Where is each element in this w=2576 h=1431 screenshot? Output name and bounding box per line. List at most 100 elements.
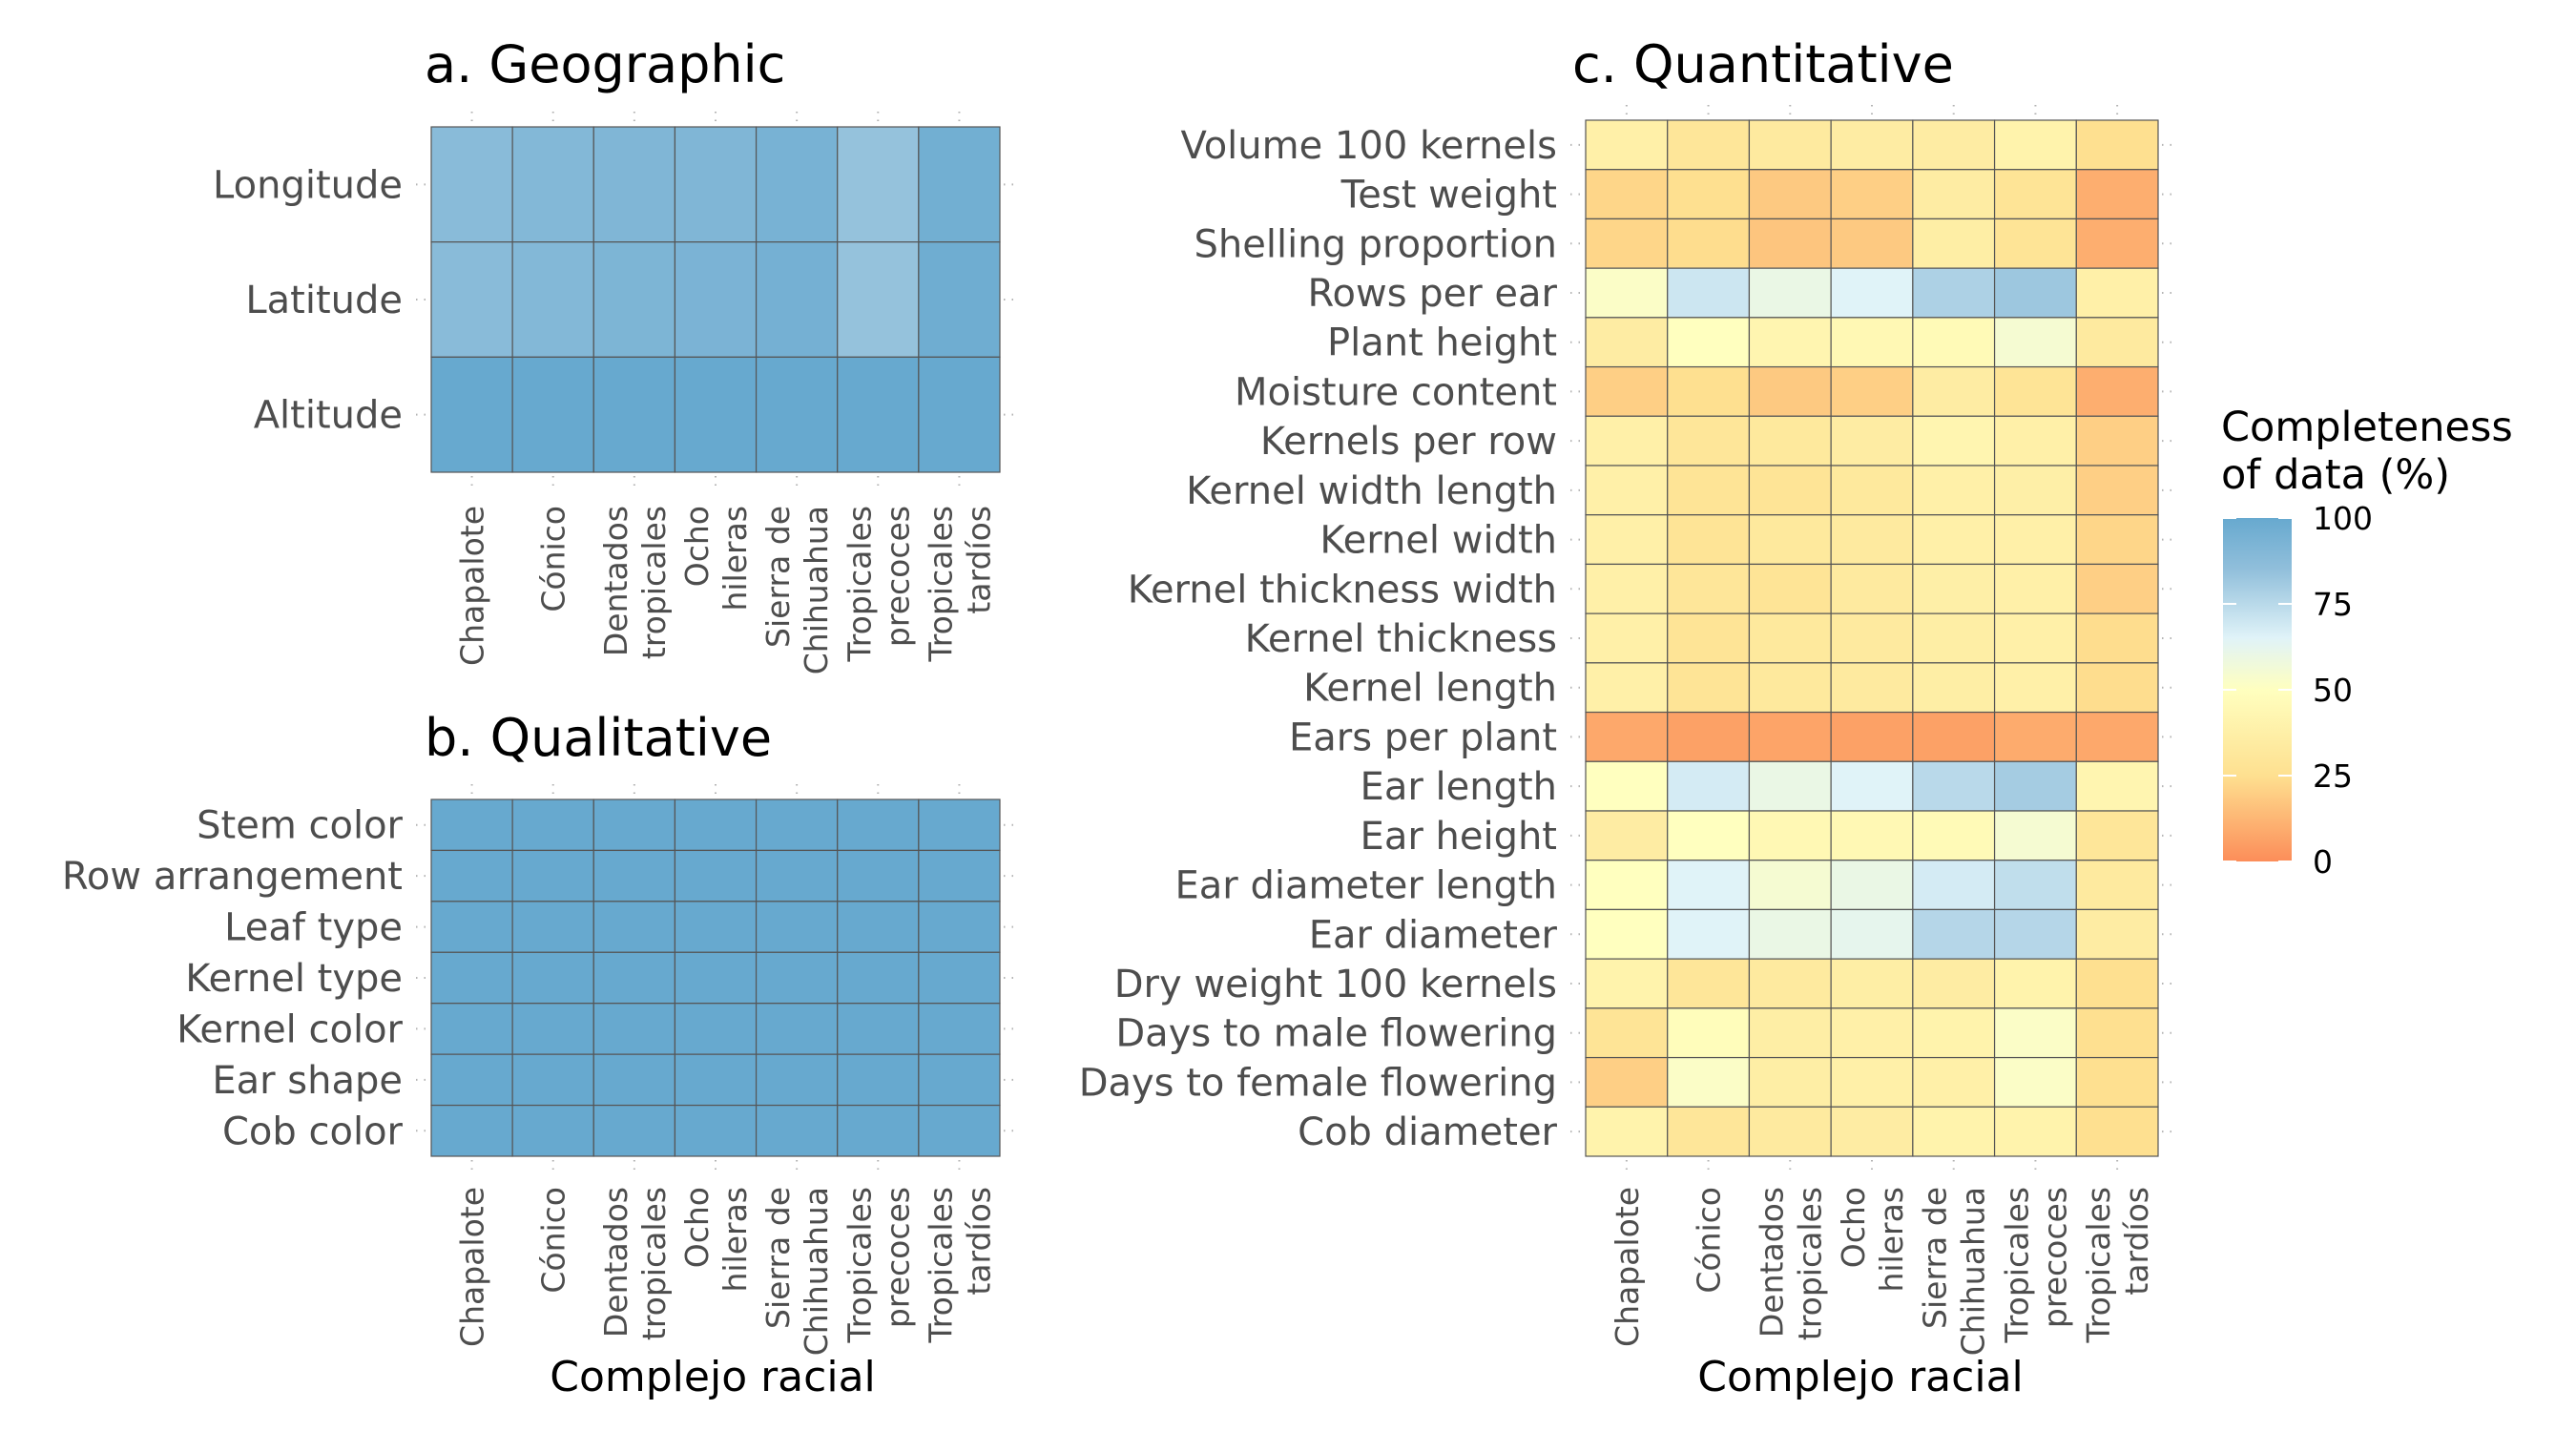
heatmap-cell [837,849,920,902]
heatmap-cell [837,241,920,358]
heatmap-cell [674,901,758,953]
row-label: Cob color [222,1110,404,1153]
heatmap-cell [1748,662,1832,714]
heatmap-cell [511,241,594,358]
heatmap-cell [2075,1106,2159,1157]
heatmap-cell [1748,612,1832,664]
legend-tick-label: 75 [2313,586,2353,623]
heatmap-cell [837,1053,920,1107]
column-label: Tropicalesprecoces [841,1187,916,1344]
heatmap-cell [1993,612,2077,664]
heatmap-cell [1912,317,1996,368]
heatmap-cell [2075,218,2159,269]
heatmap-cell [1585,119,1669,171]
heatmap-cell [1667,958,1751,1009]
heatmap-cell [1912,465,1996,516]
heatmap-cell [755,356,839,473]
legend-title-line-1: Completeness [2221,404,2513,451]
heatmap-cell [1912,415,1996,467]
heatmap-cell [592,849,676,902]
heatmap-cell [430,849,513,902]
column-label: Tropicalestardíos [2080,1187,2155,1344]
heatmap-cell [755,1053,839,1107]
heatmap-cell [1667,1106,1751,1157]
heatmap-cell [1912,563,1996,614]
heatmap-cell [1748,415,1832,467]
heatmap-cell [918,126,1001,243]
legend-tick-label: 0 [2313,843,2333,881]
row-label: Test weight [1340,174,1557,218]
heatmap-cell [1667,711,1751,762]
column-label: Ochohileras [678,506,754,612]
heatmap-cell [2075,514,2159,566]
column-label: Dentadostropicales [597,1187,673,1340]
heatmap-cell [1993,563,2077,614]
column-label: Chapalote [1609,1187,1646,1347]
panel-b-title: b. Qualitative [425,708,772,768]
heatmap-cell [1667,514,1751,566]
heatmap-cell [1912,365,1996,417]
heatmap-cell [1667,317,1751,368]
heatmap-cell [1585,810,1669,861]
heatmap-cell [2075,1007,2159,1059]
heatmap-cell [1748,1056,1832,1108]
heatmap-cell [1585,908,1669,960]
heatmap-cell [592,126,676,243]
heatmap-cell [1585,563,1669,614]
heatmap-cell [1748,1106,1832,1157]
column-label: Ochohileras [678,1187,754,1293]
heatmap-cell [592,241,676,358]
heatmap-cell [1993,1106,2077,1157]
heatmap-cell [2075,317,2159,368]
heatmap-cell [2075,711,2159,762]
row-label: Ear diameter length [1175,864,1558,908]
row-label: Row arrangement [62,855,403,899]
heatmap-cell [2075,267,2159,319]
heatmap-cell [1912,1056,1996,1108]
heatmap-cell [2075,612,2159,664]
heatmap-cell [511,951,594,1005]
heatmap-cell [511,126,594,243]
heatmap-cell [1585,365,1669,417]
heatmap-cell [1912,760,1996,812]
heatmap-cell [1748,711,1832,762]
heatmap-cell [2075,908,2159,960]
heatmap-cell [1993,760,2077,812]
heatmap-cell [918,1003,1001,1055]
heatmap-cell [674,1003,758,1055]
row-label: Days to male flowering [1115,1012,1557,1056]
heatmap-cell [511,798,594,852]
heatmap-cell [1912,860,1996,911]
heatmap-cell [2075,860,2159,911]
heatmap-cell [1585,860,1669,911]
heatmap-cell [2075,760,2159,812]
heatmap-cell [1585,218,1669,269]
column-label: Tropicalesprecoces [841,506,916,663]
row-label: Kernel thickness width [1128,568,1557,612]
column-label: Cónico [535,1187,572,1294]
heatmap-cell [1830,908,1914,960]
heatmap-cell [1667,760,1751,812]
column-label: Chapalote [454,506,491,666]
heatmap-cell [1585,465,1669,516]
heatmap-cell [1748,465,1832,516]
heatmap-cell [1585,1056,1669,1108]
heatmap-cell [755,241,839,358]
heatmap-cell [674,126,758,243]
heatmap-cell [592,1003,676,1055]
row-label: Shelling proportion [1194,222,1557,266]
column-label: Tropicalesprecoces [1998,1187,2073,1344]
heatmap-cell [674,951,758,1005]
legend-tick-label: 100 [2313,500,2373,537]
heatmap-cell [1993,1007,2077,1059]
panel-b-x-axis-title: Complejo racial [550,1353,876,1401]
heatmap-cell [1667,908,1751,960]
heatmap-cell [2075,365,2159,417]
heatmap-cell [592,1104,676,1157]
heatmap-cell [837,951,920,1005]
heatmap-cell [1585,612,1669,664]
heatmap-cell [837,356,920,473]
column-label: Ochohileras [1835,1187,1910,1293]
heatmap-cell [1667,267,1751,319]
